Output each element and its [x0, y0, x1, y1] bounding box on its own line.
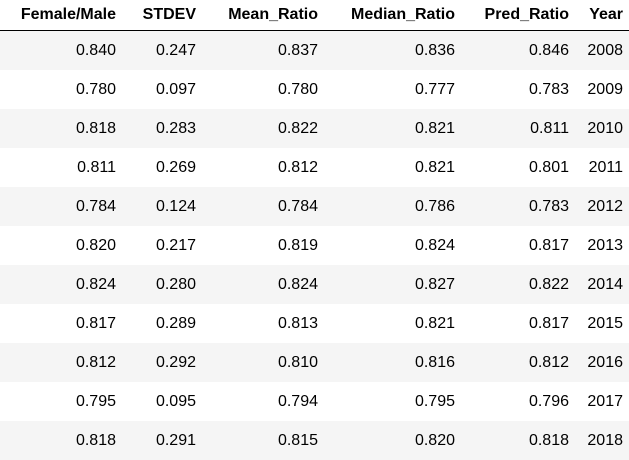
cell-median-ratio: 0.777: [324, 70, 461, 109]
cell-pred-ratio: 0.818: [461, 421, 575, 460]
cell-pred-ratio: 0.812: [461, 343, 575, 382]
column-header-female-male: Female/Male: [0, 0, 120, 31]
cell-mean-ratio: 0.784: [202, 187, 324, 226]
cell-pred-ratio: 0.822: [461, 265, 575, 304]
cell-median-ratio: 0.824: [324, 226, 461, 265]
cell-pred-ratio: 0.811: [461, 109, 575, 148]
cell-median-ratio: 0.827: [324, 265, 461, 304]
cell-stdev: 0.217: [120, 226, 202, 265]
cell-mean-ratio: 0.794: [202, 382, 324, 421]
cell-mean-ratio: 0.813: [202, 304, 324, 343]
cell-median-ratio: 0.820: [324, 421, 461, 460]
cell-mean-ratio: 0.824: [202, 265, 324, 304]
cell-female-male: 0.840: [0, 31, 120, 71]
cell-female-male: 0.784: [0, 187, 120, 226]
cell-year: 2011: [575, 148, 629, 187]
column-header-mean-ratio: Mean_Ratio: [202, 0, 324, 31]
cell-stdev: 0.247: [120, 31, 202, 71]
cell-mean-ratio: 0.822: [202, 109, 324, 148]
table-header: Female/Male STDEV Mean_Ratio Median_Rati…: [0, 0, 629, 31]
cell-year: 2009: [575, 70, 629, 109]
cell-female-male: 0.818: [0, 421, 120, 460]
cell-year: 2012: [575, 187, 629, 226]
cell-median-ratio: 0.836: [324, 31, 461, 71]
cell-stdev: 0.124: [120, 187, 202, 226]
cell-female-male: 0.811: [0, 148, 120, 187]
column-header-pred-ratio: Pred_Ratio: [461, 0, 575, 31]
cell-stdev: 0.283: [120, 109, 202, 148]
cell-pred-ratio: 0.801: [461, 148, 575, 187]
cell-female-male: 0.824: [0, 265, 120, 304]
cell-stdev: 0.292: [120, 343, 202, 382]
column-header-stdev: STDEV: [120, 0, 202, 31]
column-header-year: Year: [575, 0, 629, 31]
cell-pred-ratio: 0.817: [461, 226, 575, 265]
cell-stdev: 0.269: [120, 148, 202, 187]
cell-stdev: 0.095: [120, 382, 202, 421]
cell-stdev: 0.097: [120, 70, 202, 109]
cell-pred-ratio: 0.796: [461, 382, 575, 421]
cell-female-male: 0.820: [0, 226, 120, 265]
cell-median-ratio: 0.816: [324, 343, 461, 382]
cell-year: 2015: [575, 304, 629, 343]
cell-stdev: 0.291: [120, 421, 202, 460]
cell-median-ratio: 0.821: [324, 148, 461, 187]
cell-pred-ratio: 0.817: [461, 304, 575, 343]
cell-year: 2016: [575, 343, 629, 382]
cell-year: 2010: [575, 109, 629, 148]
cell-year: 2008: [575, 31, 629, 71]
cell-pred-ratio: 0.846: [461, 31, 575, 71]
cell-year: 2013: [575, 226, 629, 265]
cell-mean-ratio: 0.815: [202, 421, 324, 460]
cell-year: 2014: [575, 265, 629, 304]
cell-mean-ratio: 0.780: [202, 70, 324, 109]
cell-stdev: 0.280: [120, 265, 202, 304]
cell-pred-ratio: 0.783: [461, 187, 575, 226]
cell-year: 2017: [575, 382, 629, 421]
cell-mean-ratio: 0.819: [202, 226, 324, 265]
cell-median-ratio: 0.795: [324, 382, 461, 421]
cell-female-male: 0.817: [0, 304, 120, 343]
cell-median-ratio: 0.786: [324, 187, 461, 226]
cell-median-ratio: 0.821: [324, 304, 461, 343]
cell-female-male: 0.780: [0, 70, 120, 109]
cell-female-male: 0.812: [0, 343, 120, 382]
header-row: Female/Male STDEV Mean_Ratio Median_Rati…: [0, 0, 629, 31]
cell-pred-ratio: 0.783: [461, 70, 575, 109]
column-header-median-ratio: Median_Ratio: [324, 0, 461, 31]
cell-mean-ratio: 0.810: [202, 343, 324, 382]
cell-year: 2018: [575, 421, 629, 460]
cell-median-ratio: 0.821: [324, 109, 461, 148]
cell-mean-ratio: 0.812: [202, 148, 324, 187]
cell-female-male: 0.795: [0, 382, 120, 421]
cell-mean-ratio: 0.837: [202, 31, 324, 71]
cell-stdev: 0.289: [120, 304, 202, 343]
cell-female-male: 0.818: [0, 109, 120, 148]
